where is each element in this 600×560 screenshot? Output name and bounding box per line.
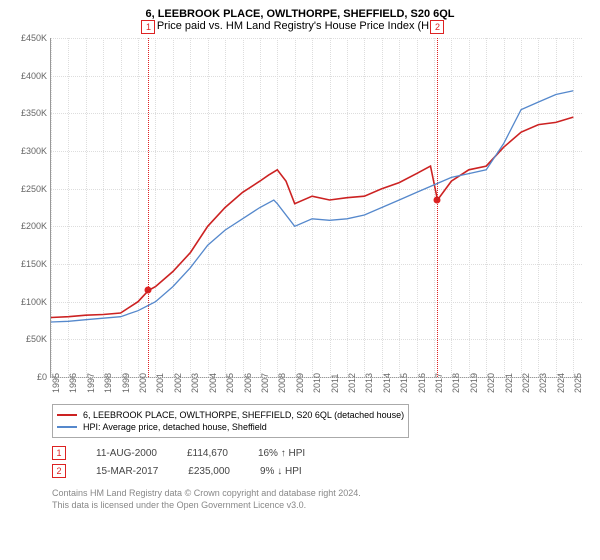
footer-line-1: Contains HM Land Registry data © Crown c… (52, 488, 592, 500)
transaction-price: £114,670 (187, 448, 228, 459)
transaction-delta: 9% ↓ HPI (260, 466, 302, 477)
y-axis-label: £450K (21, 33, 51, 43)
highlight-marker: 1 (141, 20, 155, 34)
legend-label: HPI: Average price, detached house, Shef… (83, 422, 267, 432)
chart: £0£50K£100K£150K£200K£250K£300K£350K£400… (50, 38, 582, 398)
y-axis-label: £100K (21, 297, 51, 307)
transaction-row: 2 15-MAR-2017 £235,000 9% ↓ HPI (52, 462, 592, 480)
y-axis-label: £300K (21, 146, 51, 156)
series-line (51, 117, 573, 317)
legend-item: 6, LEEBROOK PLACE, OWLTHORPE, SHEFFIELD,… (57, 409, 404, 421)
transaction-delta: 16% ↑ HPI (258, 448, 305, 459)
transaction-date: 15-MAR-2017 (96, 466, 158, 477)
y-axis-label: £0 (37, 372, 51, 382)
y-axis-label: £250K (21, 184, 51, 194)
transaction-price: £235,000 (188, 466, 230, 477)
legend-item: HPI: Average price, detached house, Shef… (57, 421, 404, 433)
transaction-row: 1 11-AUG-2000 £114,670 16% ↑ HPI (52, 444, 592, 462)
legend-label: 6, LEEBROOK PLACE, OWLTHORPE, SHEFFIELD,… (83, 410, 404, 420)
legend-swatch (57, 414, 77, 416)
chart-subtitle: Price paid vs. HM Land Registry's House … (8, 20, 592, 32)
y-axis-label: £200K (21, 221, 51, 231)
legend-swatch (57, 426, 77, 428)
y-axis-label: £350K (21, 108, 51, 118)
footer: Contains HM Land Registry data © Crown c… (52, 488, 592, 511)
transaction-marker: 2 (52, 464, 66, 478)
footer-line-2: This data is licensed under the Open Gov… (52, 500, 592, 512)
chart-title: 6, LEEBROOK PLACE, OWLTHORPE, SHEFFIELD,… (8, 8, 592, 20)
series-line (51, 91, 573, 322)
y-axis-label: £400K (21, 71, 51, 81)
highlight-marker: 2 (430, 20, 444, 34)
legend: 6, LEEBROOK PLACE, OWLTHORPE, SHEFFIELD,… (52, 404, 409, 438)
transaction-marker: 1 (52, 446, 66, 460)
transaction-date: 11-AUG-2000 (96, 448, 157, 459)
y-axis-label: £50K (26, 334, 51, 344)
y-axis-label: £150K (21, 259, 51, 269)
